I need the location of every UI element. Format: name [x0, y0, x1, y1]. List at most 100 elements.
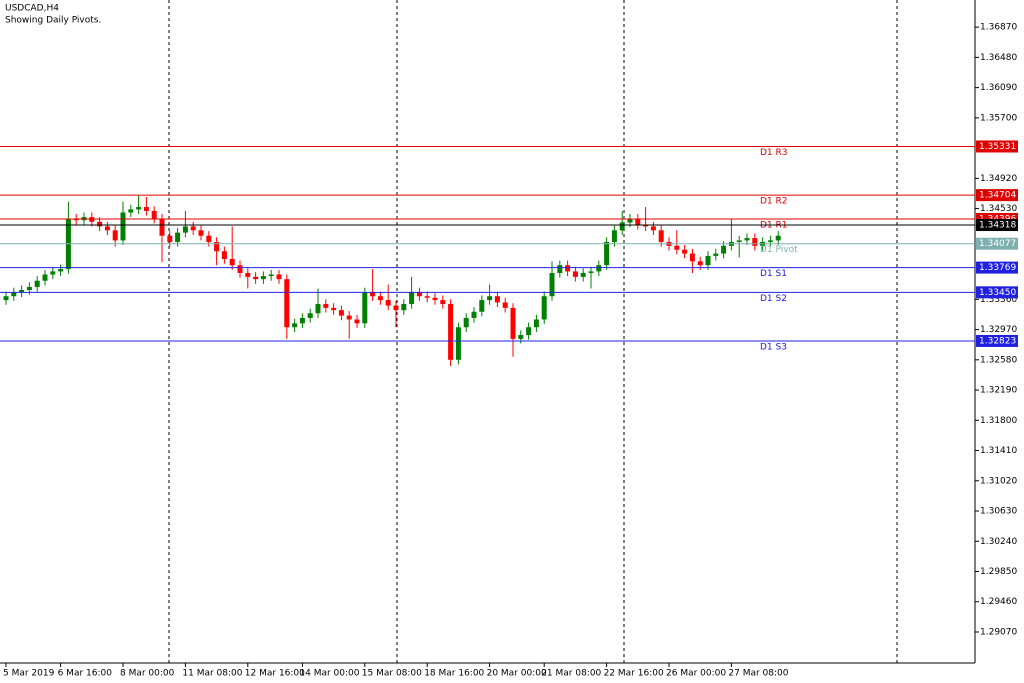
candle-body	[510, 307, 516, 339]
current-price-price: 1.34318	[979, 221, 1016, 231]
y-tick-label: 1.30240	[980, 537, 1017, 547]
candle-body	[377, 296, 383, 301]
candle-body	[549, 272, 555, 297]
x-tick-label: 6 Mar 16:00	[58, 669, 113, 679]
candle-body	[237, 265, 243, 273]
candle-body	[253, 276, 259, 280]
pivot-level-price-box	[976, 261, 1018, 274]
x-tick-label: 21 Mar 08:00	[541, 669, 601, 679]
candle-body	[463, 317, 469, 328]
y-tick-label: 1.29460	[980, 597, 1017, 607]
candle-body	[42, 274, 48, 281]
candle-body	[284, 279, 290, 328]
candle-body	[409, 292, 415, 304]
candle-body	[58, 269, 64, 272]
x-tick-label: 22 Mar 16:00	[604, 669, 664, 679]
candle-body	[775, 235, 781, 241]
y-tick-label: 1.29070	[980, 627, 1017, 637]
candle-body	[97, 221, 103, 227]
pivot-level-name: D1 R2	[760, 197, 788, 207]
candle-body	[440, 300, 446, 304]
candle-body	[604, 241, 610, 266]
x-tick-label: 18 Mar 16:00	[424, 669, 484, 679]
candle-body	[11, 292, 17, 297]
candle-body	[627, 218, 633, 223]
candle-body	[401, 303, 407, 311]
candle-body	[385, 300, 391, 306]
pivot-level-price-box	[976, 286, 1018, 299]
y-tick-label: 1.31410	[980, 446, 1017, 456]
candle-body	[19, 290, 25, 293]
candle-body	[689, 253, 695, 262]
x-tick-label: 11 Mar 08:00	[182, 669, 242, 679]
x-tick-label: 27 Mar 08:00	[728, 669, 788, 679]
candle-body	[120, 212, 126, 241]
candle-body	[315, 303, 321, 314]
candle-body	[299, 317, 305, 324]
candle-body	[611, 230, 617, 242]
y-tick-label: 1.33360	[980, 295, 1017, 305]
pivot-level-price: 1.34704	[979, 191, 1016, 201]
candle-body	[338, 310, 344, 316]
chart-subtitle: Showing Daily Pivots.	[5, 16, 101, 26]
candle-body	[214, 241, 220, 252]
y-tick-label: 1.36090	[980, 83, 1017, 93]
candle-body	[580, 272, 586, 277]
pivot-level-name: D1 S1	[760, 269, 787, 279]
current-price-price-box	[976, 219, 1018, 232]
candle-body	[268, 274, 274, 277]
candle-body	[198, 230, 204, 236]
pivot-level-price: 1.34077	[979, 239, 1016, 249]
candle-body	[432, 297, 438, 301]
candle-body	[471, 311, 477, 318]
candle-body	[159, 218, 165, 236]
candle-body	[104, 226, 110, 231]
pivot-level-price-box	[976, 189, 1018, 202]
pivot-level-price-box	[976, 334, 1018, 347]
pivot-level-price-box	[976, 140, 1018, 153]
candle-body	[143, 207, 149, 211]
pivot-level-price: 1.33450	[979, 288, 1016, 298]
candle-body	[292, 323, 298, 328]
candle-body	[128, 209, 134, 213]
x-tick-label: 26 Mar 00:00	[666, 669, 726, 679]
candle-body	[346, 315, 352, 320]
candle-body	[705, 255, 711, 266]
candle-body	[167, 235, 173, 242]
candle-body	[151, 210, 157, 219]
candle-body	[190, 226, 196, 231]
pivot-level-name: D1 R3	[760, 148, 788, 158]
y-tick-label: 1.32190	[980, 386, 1017, 396]
candle-body	[26, 286, 32, 291]
candle-body	[682, 249, 688, 254]
pivot-level-price-box	[976, 237, 1018, 250]
candle-body	[557, 265, 563, 273]
candle-body	[565, 265, 571, 272]
candle-body	[362, 292, 368, 324]
y-tick-label: 1.31800	[980, 416, 1017, 426]
candle-body	[206, 235, 212, 242]
x-tick-label: 8 Mar 00:00	[120, 669, 175, 679]
candle-body	[518, 334, 524, 339]
candle-body	[136, 207, 142, 210]
candle-body	[658, 230, 664, 242]
pivot-level-name: D1 S2	[760, 294, 787, 304]
candle-body	[494, 296, 500, 303]
y-tick-label: 1.34920	[980, 174, 1017, 184]
candle-body	[588, 271, 594, 273]
y-tick-label: 1.29850	[980, 567, 1017, 577]
candle-body	[229, 258, 235, 266]
y-tick-label: 1.35700	[980, 113, 1017, 123]
candle-body	[307, 313, 313, 318]
candle-body	[393, 305, 399, 311]
candle-body	[112, 230, 118, 241]
candle-body	[674, 245, 680, 250]
candle-body	[182, 226, 188, 233]
x-tick-label: 15 Mar 08:00	[362, 669, 422, 679]
candle-body	[323, 303, 329, 308]
candle-body	[331, 307, 337, 311]
y-tick-label: 1.36480	[980, 53, 1017, 63]
pivot-level-name: D1 S3	[760, 342, 787, 352]
